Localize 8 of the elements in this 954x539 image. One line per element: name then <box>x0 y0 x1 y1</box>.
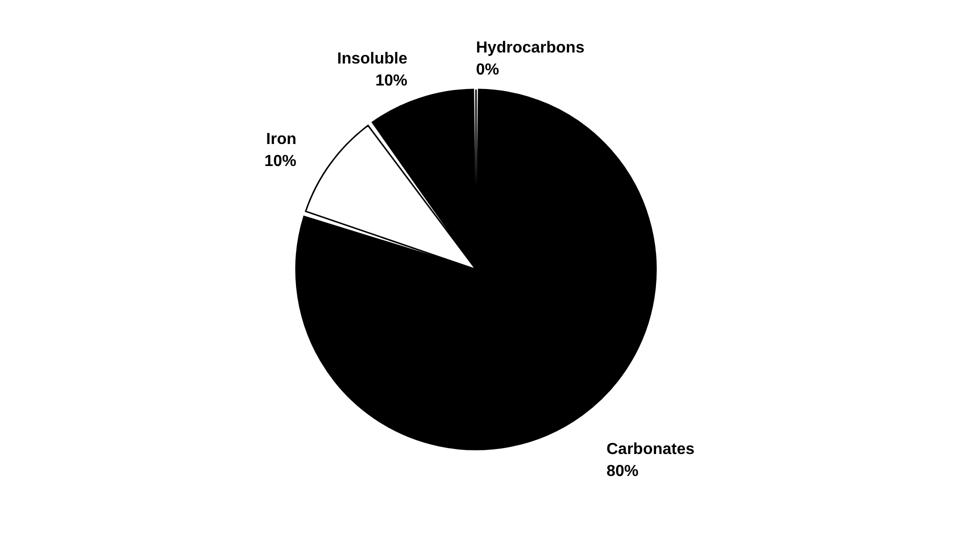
slice-label: Iron <box>266 131 296 148</box>
slice-label: Carbonates <box>606 441 695 458</box>
data-label: 10% <box>264 153 296 170</box>
data-label: 10% <box>375 72 408 90</box>
slice-label: Insoluble <box>337 50 408 68</box>
text: 0% <box>476 62 500 78</box>
data-label: 80% <box>606 463 639 480</box>
category-label: Hydrocarbons <box>476 40 584 56</box>
